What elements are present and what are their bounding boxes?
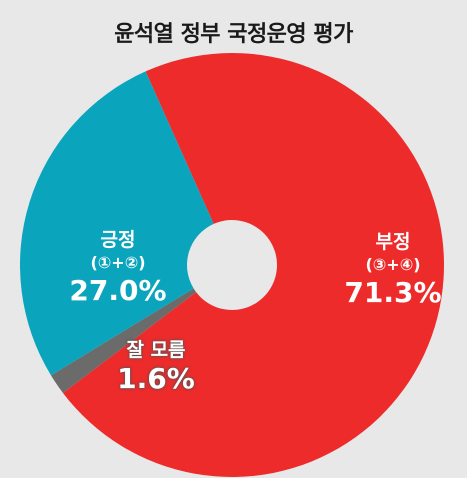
slice-label-unknown: 잘 모름 1.6% xyxy=(96,338,216,396)
slice-label-negative: 부정 (③+④) 71.3% xyxy=(318,230,467,310)
slice-name-negative: 부정 xyxy=(375,231,411,253)
slice-0 xyxy=(62,52,444,477)
slice-value-unknown: 1.6% xyxy=(117,362,195,395)
slice-1 xyxy=(50,288,197,393)
slice-name-unknown: 잘 모름 xyxy=(126,339,186,361)
slice-label-positive: 긍정 (①+②) 27.0% xyxy=(48,228,188,308)
chart-title: 윤석열 정부 국정운영 평가 xyxy=(114,22,353,47)
slice-2 xyxy=(19,71,214,376)
slice-name-positive: 긍정 xyxy=(100,229,136,251)
slices-group xyxy=(19,52,444,477)
slice-sublabel-negative: (③+④) xyxy=(365,255,421,274)
slice-sublabel-positive: (①+②) xyxy=(90,253,146,272)
slice-value-positive: 27.0% xyxy=(69,274,167,307)
slice-value-negative: 71.3% xyxy=(344,276,442,309)
